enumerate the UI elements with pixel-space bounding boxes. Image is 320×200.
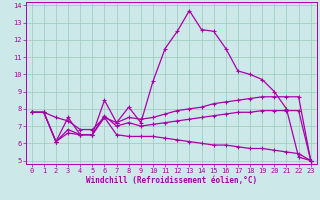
X-axis label: Windchill (Refroidissement éolien,°C): Windchill (Refroidissement éolien,°C) (86, 176, 257, 185)
